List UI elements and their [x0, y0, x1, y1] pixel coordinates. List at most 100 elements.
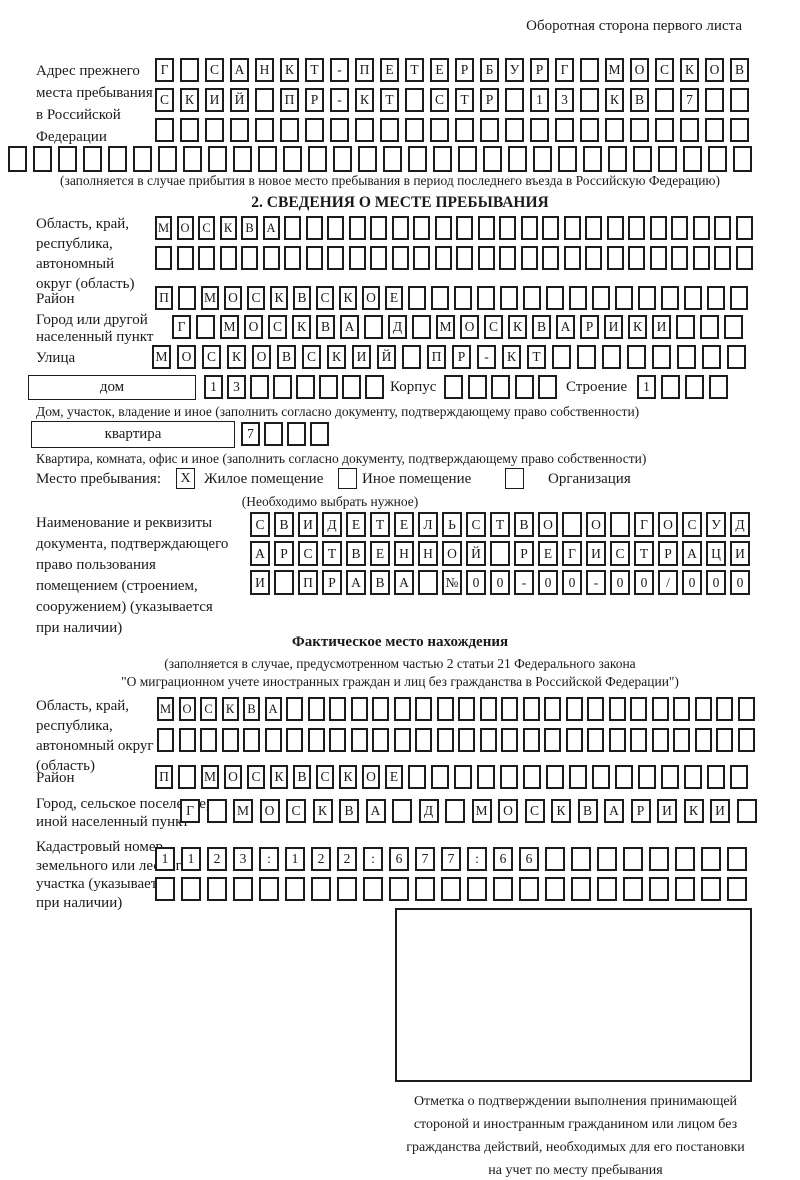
char-box: [255, 118, 274, 142]
char-box: [733, 146, 752, 172]
char-box: [651, 728, 669, 752]
char-box: 0: [538, 570, 558, 595]
char-box: [569, 765, 587, 789]
char-box: Р: [480, 88, 499, 112]
apartment-cells: 7: [241, 422, 329, 446]
char-box: Й: [230, 88, 249, 112]
char-box: М: [436, 315, 455, 339]
char-box: [155, 877, 175, 901]
char-box: [8, 146, 27, 172]
char-box: А: [264, 697, 282, 721]
char-box: Д: [418, 799, 439, 823]
char-box: О: [498, 799, 518, 823]
char-box: [716, 728, 733, 752]
char-box: С: [298, 541, 318, 566]
char-box: [628, 216, 645, 240]
char-box: [655, 88, 674, 112]
char-box: А: [346, 570, 366, 595]
char-box: С: [268, 315, 287, 339]
char-box: Т: [370, 512, 390, 537]
char-box: Д: [322, 512, 342, 537]
char-box: [480, 118, 499, 142]
char-box: 0: [706, 570, 726, 595]
char-box: [730, 286, 748, 310]
char-box: [708, 146, 727, 172]
char-box: В: [241, 216, 258, 240]
char-box: [655, 118, 674, 142]
char-box: М: [201, 286, 219, 310]
char-box: [370, 246, 387, 270]
char-box: [542, 216, 559, 240]
stay-place-note: (Необходимо выбрать нужное): [241, 494, 419, 509]
char-box: [546, 286, 564, 310]
char-box: О: [224, 765, 242, 789]
char-box: [415, 877, 435, 901]
char-box: [661, 286, 679, 310]
char-box: Г: [562, 541, 582, 566]
char-box: [661, 375, 680, 399]
char-box: 2: [311, 847, 331, 871]
char-box: Р: [452, 345, 471, 369]
char-box: [178, 765, 196, 789]
char-box: Е: [430, 58, 449, 82]
char-box: [520, 216, 538, 240]
actual-location-note2: "О миграционном учете иностранных гражда…: [121, 674, 679, 689]
char-box: [522, 728, 540, 752]
char-box: [207, 877, 227, 901]
char-box: [319, 375, 338, 399]
char-box: [284, 216, 301, 240]
char-box: [685, 375, 704, 399]
char-box: Е: [538, 541, 558, 566]
char-box: [714, 216, 731, 240]
char-box: Е: [385, 286, 403, 310]
char-box: [508, 146, 527, 172]
char-box: -: [586, 570, 606, 595]
char-box: [348, 216, 366, 240]
char-box: [608, 697, 626, 721]
actual-location-note1: (заполняется в случае, предусмотренном ч…: [164, 656, 636, 671]
char-box: [673, 728, 690, 752]
char-box: [694, 697, 712, 721]
char-box: И: [298, 512, 318, 537]
char-box: [308, 146, 327, 172]
char-box: И: [352, 345, 371, 369]
char-box: [705, 88, 724, 112]
char-box: С: [484, 315, 503, 339]
char-box: И: [586, 541, 606, 566]
char-box: А: [340, 315, 359, 339]
char-box: [83, 146, 102, 172]
char-box: [500, 286, 518, 310]
char-box: [181, 877, 201, 901]
char-box: 6: [493, 847, 513, 871]
prev-address-label: Адрес прежнего места пребывания в Россий…: [36, 63, 153, 145]
char-box: 1: [637, 375, 656, 399]
char-box: К: [292, 315, 311, 339]
char-box: [155, 246, 172, 270]
char-box: 3: [227, 375, 246, 399]
char-box: Т: [380, 88, 399, 112]
char-box: [714, 246, 731, 270]
char-box: [264, 728, 282, 752]
char-box: [255, 88, 274, 112]
char-box: [577, 345, 596, 369]
char-box: К: [508, 315, 527, 339]
char-box: [592, 765, 610, 789]
char-box: [692, 246, 710, 270]
char-box: 1: [285, 847, 305, 871]
char-box: [542, 246, 559, 270]
stroenie-cells: 1: [637, 375, 728, 399]
char-box: [434, 246, 452, 270]
char-box: [610, 512, 630, 537]
char-box: [505, 88, 524, 112]
char-box: [694, 728, 712, 752]
char-box: [700, 315, 719, 339]
char-box: [552, 345, 571, 369]
char-box: [327, 216, 344, 240]
char-box: [250, 375, 269, 399]
char-box: [630, 728, 647, 752]
char-box: [707, 286, 725, 310]
char-box: [651, 697, 669, 721]
char-box: О: [177, 345, 196, 369]
char-box: [571, 847, 591, 871]
